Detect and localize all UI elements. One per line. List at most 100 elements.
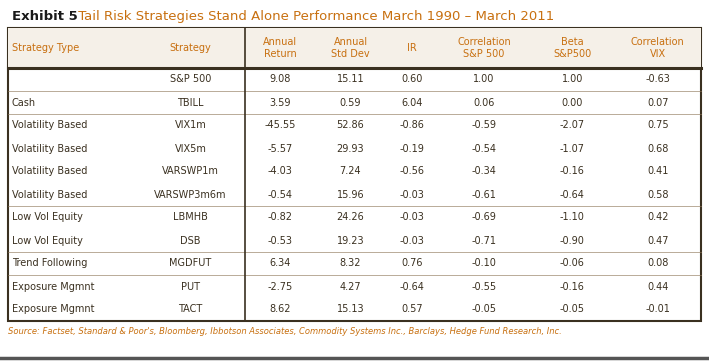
Text: Cash: Cash <box>12 98 36 107</box>
Text: 1.00: 1.00 <box>562 74 583 85</box>
Text: Annual
Return: Annual Return <box>263 37 297 59</box>
Text: Exposure Mgmnt: Exposure Mgmnt <box>12 305 94 314</box>
Text: -0.56: -0.56 <box>399 167 425 176</box>
Text: -0.03: -0.03 <box>399 189 424 200</box>
Text: -0.03: -0.03 <box>399 236 424 245</box>
Text: -0.01: -0.01 <box>645 305 670 314</box>
Text: 15.11: 15.11 <box>337 74 364 85</box>
Text: Annual
Std Dev: Annual Std Dev <box>331 37 370 59</box>
Text: 6.34: 6.34 <box>269 258 291 269</box>
Text: Tail Risk Strategies Stand Alone Performance March 1990 – March 2011: Tail Risk Strategies Stand Alone Perform… <box>74 10 554 23</box>
Text: 6.04: 6.04 <box>401 98 423 107</box>
Text: 0.58: 0.58 <box>647 189 669 200</box>
Text: 1.00: 1.00 <box>474 74 495 85</box>
Text: -0.59: -0.59 <box>471 121 496 131</box>
Text: -0.53: -0.53 <box>267 236 292 245</box>
Text: Correlation
VIX: Correlation VIX <box>631 37 685 59</box>
Text: -0.64: -0.64 <box>399 281 424 291</box>
Text: -0.63: -0.63 <box>645 74 670 85</box>
Text: 15.13: 15.13 <box>337 305 364 314</box>
Text: VARSWP3m6m: VARSWP3m6m <box>155 189 227 200</box>
Text: 0.44: 0.44 <box>647 281 669 291</box>
Text: 19.23: 19.23 <box>337 236 364 245</box>
Text: -0.03: -0.03 <box>399 212 424 223</box>
Text: 24.26: 24.26 <box>337 212 364 223</box>
Text: 9.08: 9.08 <box>269 74 291 85</box>
Text: -0.71: -0.71 <box>471 236 496 245</box>
Text: TACT: TACT <box>179 305 203 314</box>
Text: 52.86: 52.86 <box>337 121 364 131</box>
Text: Correlation
S&P 500: Correlation S&P 500 <box>457 37 511 59</box>
Bar <box>8 28 701 68</box>
Text: 0.76: 0.76 <box>401 258 423 269</box>
Text: -0.86: -0.86 <box>399 121 424 131</box>
Text: Strategy Type: Strategy Type <box>12 43 79 53</box>
Text: -2.07: -2.07 <box>559 121 585 131</box>
Text: 0.00: 0.00 <box>562 98 583 107</box>
Text: -4.03: -4.03 <box>267 167 292 176</box>
Text: -0.54: -0.54 <box>267 189 292 200</box>
Text: -45.55: -45.55 <box>264 121 296 131</box>
Text: -1.07: -1.07 <box>560 143 585 154</box>
Text: 0.75: 0.75 <box>647 121 669 131</box>
Text: -0.16: -0.16 <box>560 281 585 291</box>
Text: 0.57: 0.57 <box>401 305 423 314</box>
Text: VIX5m: VIX5m <box>174 143 206 154</box>
Text: -0.64: -0.64 <box>560 189 585 200</box>
Text: DSB: DSB <box>180 236 201 245</box>
Text: 0.08: 0.08 <box>647 258 669 269</box>
Text: 4.27: 4.27 <box>340 281 362 291</box>
Text: Volatility Based: Volatility Based <box>12 167 87 176</box>
Text: 3.59: 3.59 <box>269 98 291 107</box>
Text: 0.42: 0.42 <box>647 212 669 223</box>
Bar <box>8 28 701 321</box>
Text: Strategy: Strategy <box>169 43 211 53</box>
Text: 0.47: 0.47 <box>647 236 669 245</box>
Text: Low Vol Equity: Low Vol Equity <box>12 212 83 223</box>
Text: Volatility Based: Volatility Based <box>12 143 87 154</box>
Text: Exposure Mgmnt: Exposure Mgmnt <box>12 281 94 291</box>
Text: PUT: PUT <box>181 281 200 291</box>
Text: -0.19: -0.19 <box>399 143 424 154</box>
Text: 7.24: 7.24 <box>340 167 362 176</box>
Text: 0.07: 0.07 <box>647 98 669 107</box>
Text: -0.10: -0.10 <box>471 258 496 269</box>
Text: -0.06: -0.06 <box>560 258 585 269</box>
Text: VARSWP1m: VARSWP1m <box>162 167 219 176</box>
Text: Volatility Based: Volatility Based <box>12 189 87 200</box>
Text: 0.60: 0.60 <box>401 74 423 85</box>
Text: 15.96: 15.96 <box>337 189 364 200</box>
Text: -2.75: -2.75 <box>267 281 293 291</box>
Text: LBMHB: LBMHB <box>173 212 208 223</box>
Text: TBILL: TBILL <box>177 98 203 107</box>
Text: Beta
S&P500: Beta S&P500 <box>553 37 591 59</box>
Text: -0.05: -0.05 <box>471 305 496 314</box>
Text: S&P 500: S&P 500 <box>169 74 211 85</box>
Text: 0.06: 0.06 <box>474 98 495 107</box>
Text: -0.90: -0.90 <box>560 236 585 245</box>
Text: 0.59: 0.59 <box>340 98 362 107</box>
Text: IR: IR <box>407 43 417 53</box>
Text: -0.61: -0.61 <box>471 189 496 200</box>
Text: -0.82: -0.82 <box>267 212 292 223</box>
Text: -0.34: -0.34 <box>471 167 496 176</box>
Text: -0.16: -0.16 <box>560 167 585 176</box>
Text: MGDFUT: MGDFUT <box>169 258 211 269</box>
Text: 8.62: 8.62 <box>269 305 291 314</box>
Text: -0.69: -0.69 <box>471 212 496 223</box>
Text: -5.57: -5.57 <box>267 143 293 154</box>
Text: -0.54: -0.54 <box>471 143 496 154</box>
Text: 0.41: 0.41 <box>647 167 669 176</box>
Text: Trend Following: Trend Following <box>12 258 87 269</box>
Text: 29.93: 29.93 <box>337 143 364 154</box>
Text: Source: Factset, Standard & Poor's, Bloomberg, Ibbotson Associates, Commodity Sy: Source: Factset, Standard & Poor's, Bloo… <box>8 327 562 336</box>
Text: -0.05: -0.05 <box>560 305 585 314</box>
Text: Low Vol Equity: Low Vol Equity <box>12 236 83 245</box>
Text: 8.32: 8.32 <box>340 258 362 269</box>
Text: VIX1m: VIX1m <box>174 121 206 131</box>
Text: -1.10: -1.10 <box>560 212 585 223</box>
Text: Exhibit 5: Exhibit 5 <box>12 10 78 23</box>
Text: 0.68: 0.68 <box>647 143 669 154</box>
Text: -0.55: -0.55 <box>471 281 496 291</box>
Text: Volatility Based: Volatility Based <box>12 121 87 131</box>
